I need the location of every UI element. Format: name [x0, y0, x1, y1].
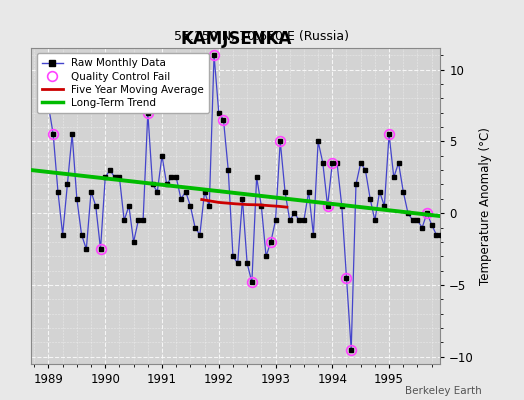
Y-axis label: Temperature Anomaly (°C): Temperature Anomaly (°C): [479, 127, 493, 285]
Legend: Raw Monthly Data, Quality Control Fail, Five Year Moving Average, Long-Term Tren: Raw Monthly Data, Quality Control Fail, …: [37, 53, 209, 113]
Text: 56.150 N, 70.650 E (Russia): 56.150 N, 70.650 E (Russia): [174, 30, 350, 43]
Title: KAMJSENKA: KAMJSENKA: [180, 30, 291, 48]
Text: Berkeley Earth: Berkeley Earth: [406, 386, 482, 396]
